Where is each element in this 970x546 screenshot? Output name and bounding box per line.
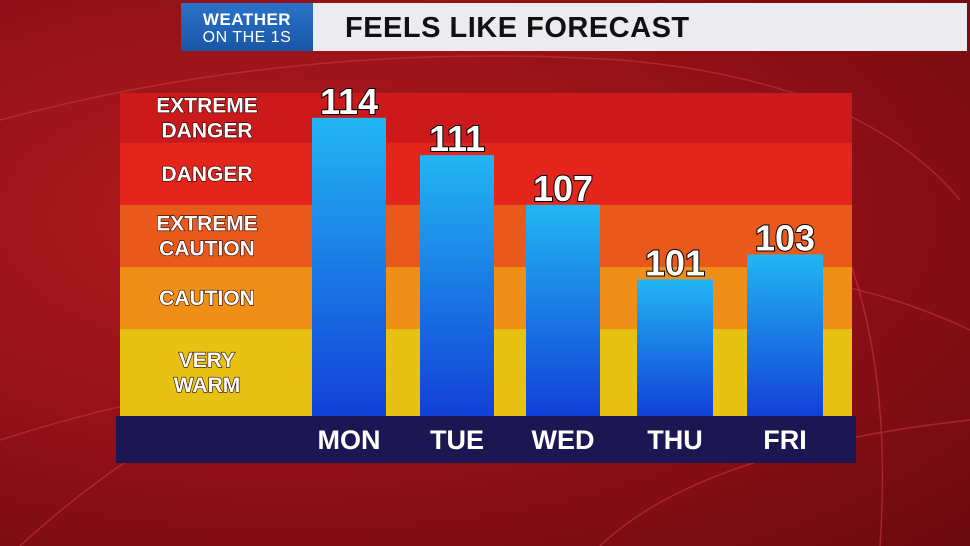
zone-label: EXTREME — [156, 94, 258, 117]
category-label-tue: TUE — [430, 425, 484, 455]
zone-label: DANGER — [161, 119, 252, 142]
zone-labels: EXTREMEDANGERDANGEREXTREMECAUTIONCAUTION… — [156, 94, 259, 398]
title-bar: WEATHER ON THE 1S FEELS LIKE FORECAST — [181, 3, 967, 51]
value-label-mon: 114 — [320, 81, 378, 122]
category-strip — [116, 416, 856, 463]
zone-band — [120, 93, 852, 143]
category-label-mon: MON — [318, 425, 381, 455]
value-labels: 114 111 107 101 103 — [319, 80, 816, 285]
station-logo: WEATHER ON THE 1S — [181, 3, 313, 51]
zone-label: VERY — [179, 349, 235, 372]
bar-wed — [526, 204, 600, 416]
bar-mon — [312, 117, 386, 416]
value-label-tue: 111 — [429, 118, 485, 159]
category-labels: MON TUE WED THU FRI — [318, 425, 807, 455]
logo-line-2: ON THE 1S — [202, 29, 292, 46]
zone-label: EXTREME — [156, 212, 258, 235]
bar-tue — [420, 155, 494, 416]
title-box: FEELS LIKE FORECAST — [313, 3, 967, 51]
bar-thu — [637, 279, 713, 416]
logo-line-1: WEATHER — [202, 10, 292, 29]
value-label-fri: 103 — [755, 218, 815, 259]
bars — [312, 117, 823, 416]
zone-label: CAUTION — [159, 287, 255, 310]
value-label-thu: 101 — [645, 242, 705, 283]
zone-label: WARM — [174, 374, 241, 397]
category-label-fri: FRI — [763, 425, 807, 455]
zone-label: CAUTION — [159, 237, 255, 260]
category-label-thu: THU — [647, 425, 703, 455]
category-label-wed: WED — [532, 425, 595, 455]
value-label-wed: 107 — [533, 168, 593, 209]
chart-title: FEELS LIKE FORECAST — [345, 12, 690, 44]
bar-fri — [747, 254, 823, 416]
zone-label: DANGER — [161, 163, 252, 186]
